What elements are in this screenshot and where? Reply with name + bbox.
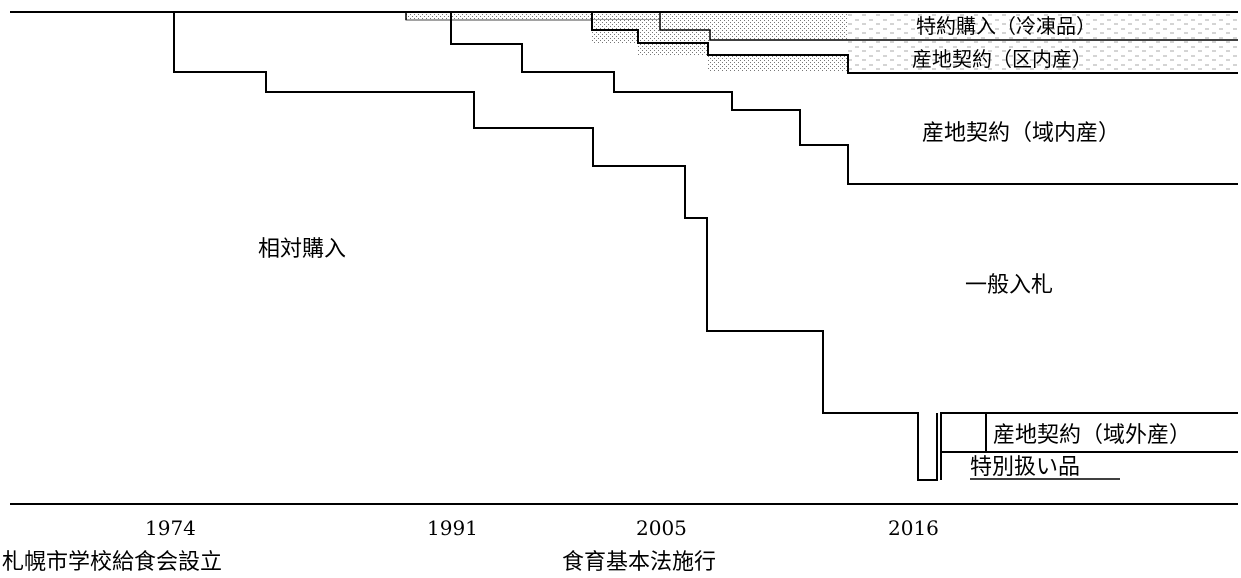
- domestic-contract-boundary: [450, 12, 1238, 185]
- ward-contract-region: [592, 20, 1238, 74]
- negotiated-purchase-boundary: [173, 12, 938, 481]
- frozen-purchase-boundary: [659, 12, 1238, 41]
- label-external-contract: 産地契約（域外産）: [993, 423, 1191, 448]
- tick-2016: 2016: [888, 516, 939, 540]
- tick-2005: 2005: [636, 516, 687, 540]
- tick-1974: 1974: [145, 516, 196, 540]
- label-special-items: 特別扱い品: [970, 455, 1080, 480]
- ward-contract-boundary: [591, 12, 1238, 74]
- label-frozen-purchase: 特約購入（冷凍品）: [916, 14, 1096, 38]
- event-association-founded: 札幌市学校給食会設立: [2, 550, 222, 575]
- label-negotiated-purchase: 相対購入: [258, 237, 346, 262]
- event-food-education-act: 食育基本法施行: [562, 550, 716, 575]
- label-ward-contract: 産地契約（区内産）: [912, 47, 1092, 71]
- frozen-purchase-region: [405, 11, 1238, 40]
- external-contract-box: [940, 412, 1238, 480]
- tick-1991: 1991: [427, 516, 478, 540]
- label-general-tender: 一般入札: [965, 273, 1053, 298]
- label-domestic-contract: 産地契約（域内産）: [922, 121, 1120, 146]
